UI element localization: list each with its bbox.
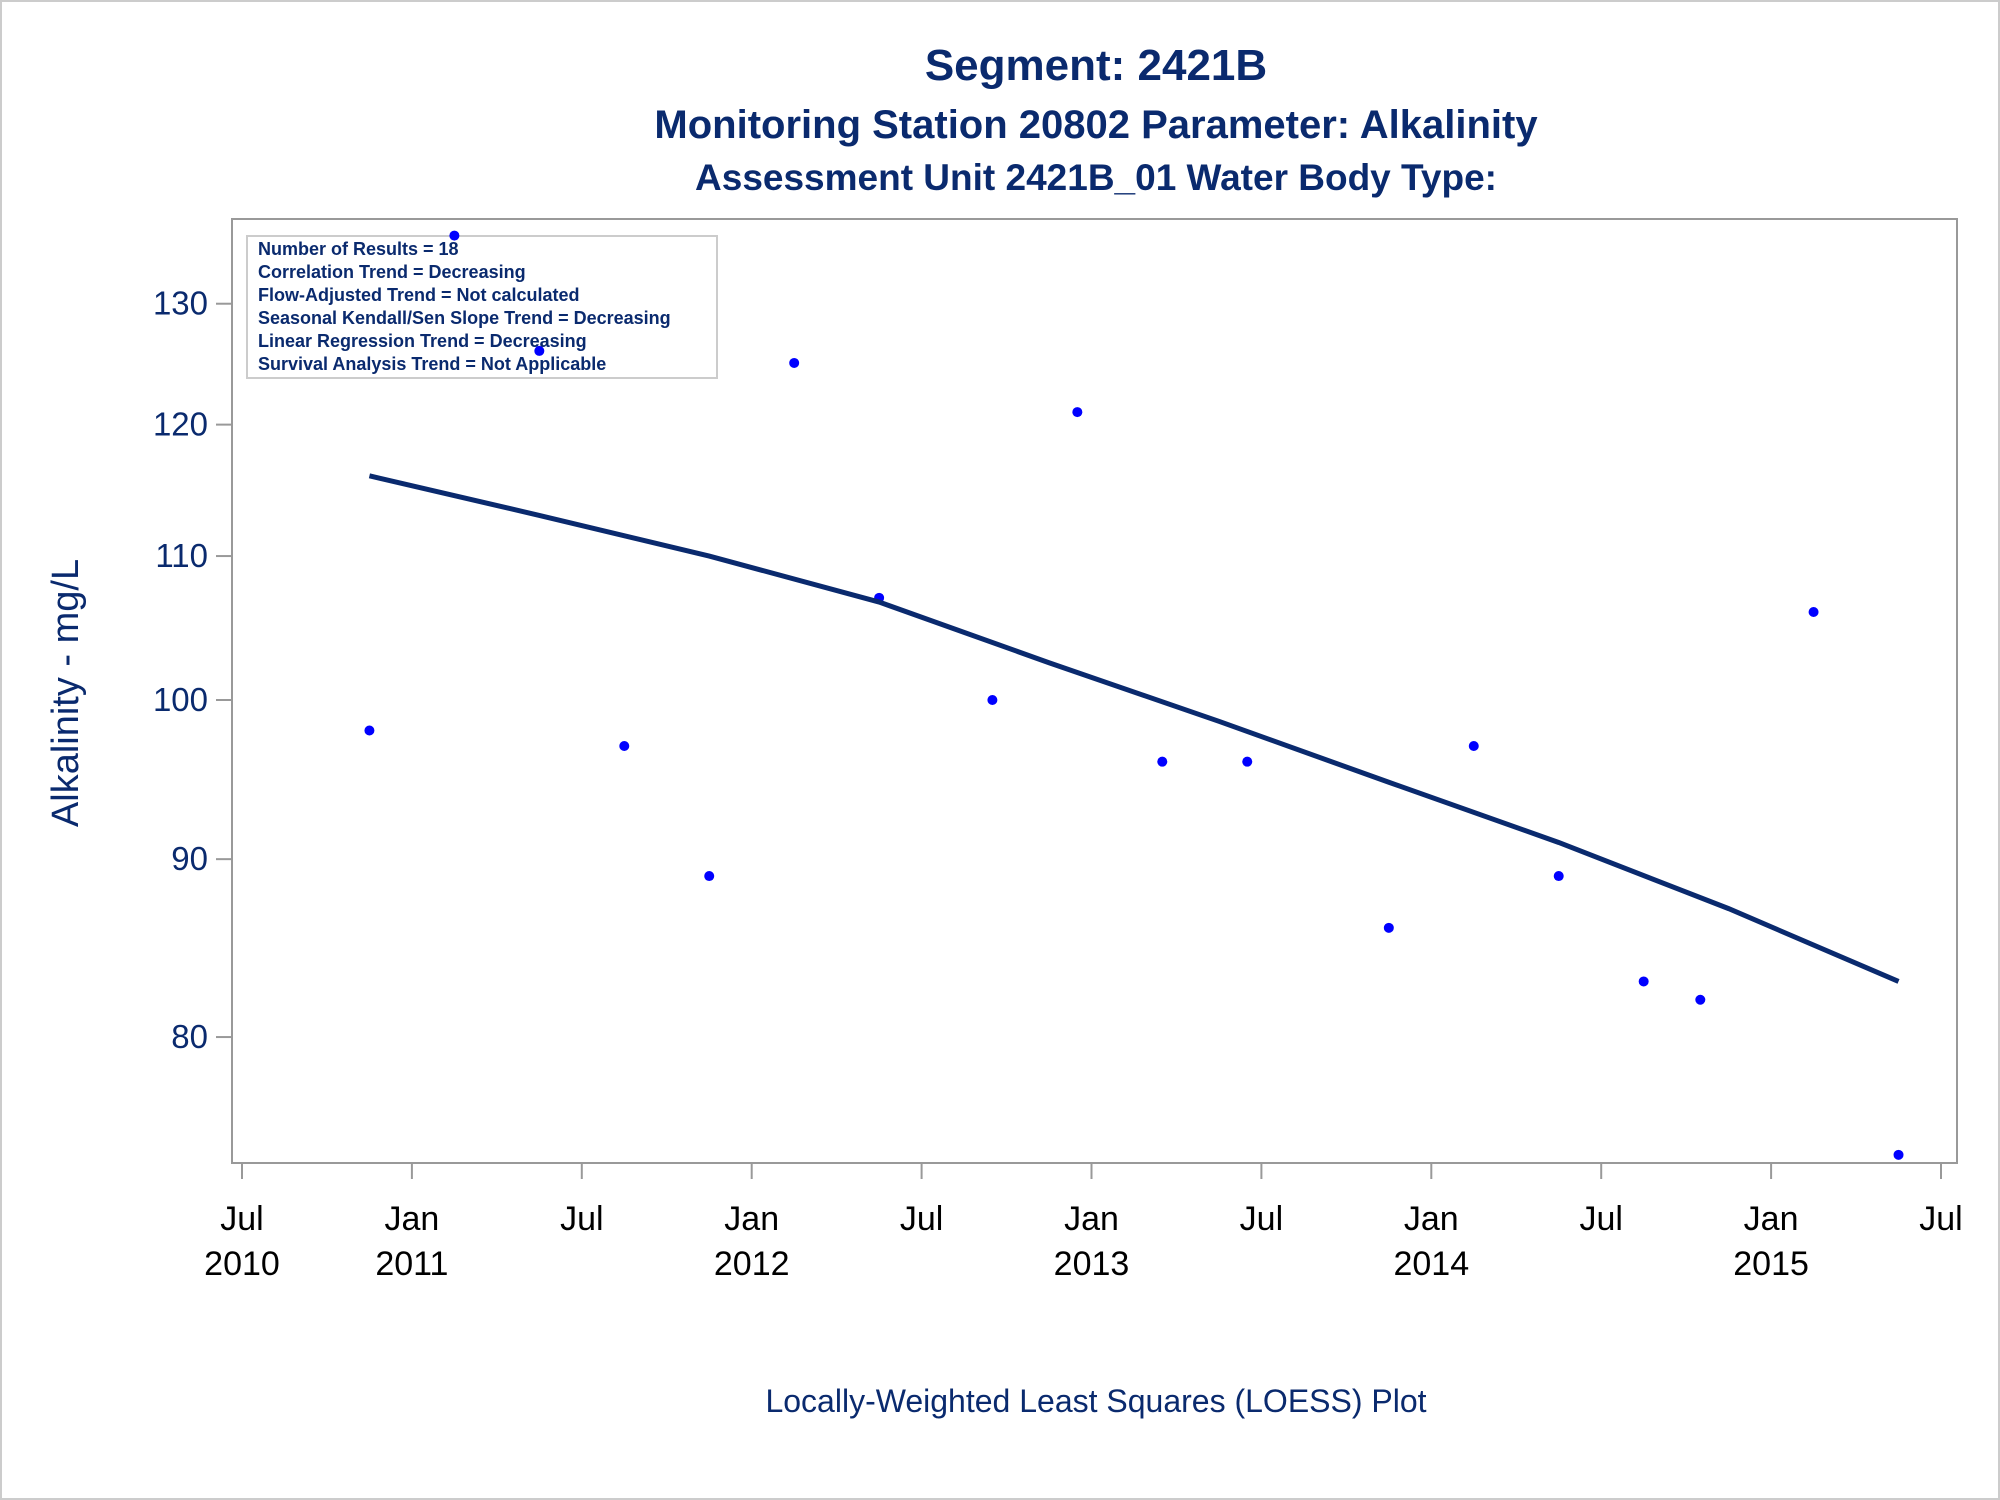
- data-point: [1383, 922, 1394, 933]
- data-point: [1072, 407, 1083, 418]
- y-tick-label: 110: [155, 537, 208, 574]
- data-point: [1242, 756, 1253, 767]
- y-tick-label: 90: [171, 840, 208, 877]
- data-point: [619, 741, 630, 752]
- x-tick-label: Jan 2011: [375, 1200, 448, 1283]
- x-tick-label: Jul: [1579, 1200, 1622, 1238]
- x-tick-label: Jan 2015: [1733, 1200, 1809, 1283]
- stats-box: [246, 235, 718, 379]
- x-tick-label: Jan 2013: [1054, 1200, 1130, 1283]
- loess-line: [368, 473, 1900, 984]
- chart-subtitle: Monitoring Station 20802 Parameter: Alka…: [654, 103, 1538, 147]
- data-point: [704, 871, 715, 882]
- x-tick-label: Jan 2014: [1393, 1200, 1469, 1283]
- data-point: [987, 695, 998, 706]
- y-tick-label: 120: [153, 406, 208, 443]
- data-point: [1468, 741, 1479, 752]
- data-point: [789, 357, 800, 368]
- stats-text: Correlation Trend = Decreasing: [258, 262, 526, 282]
- data-point: [364, 725, 375, 736]
- x-tick-label: Jul: [1919, 1200, 1962, 1238]
- x-tick-label: Jul: [560, 1200, 603, 1238]
- stats-text: Flow-Adjusted Trend = Not calculated: [258, 285, 580, 305]
- x-tick-label: Jul 2010: [204, 1200, 280, 1283]
- chart-title: Segment: 2421B: [925, 41, 1267, 90]
- y-tick-label: 130: [153, 285, 208, 322]
- data-point: [449, 230, 460, 241]
- data-point: [534, 345, 545, 356]
- data-point: [1808, 606, 1819, 617]
- x-tick-label: Jul: [900, 1200, 943, 1238]
- footnote: Locally-Weighted Least Squares (LOESS) P…: [765, 1383, 1426, 1419]
- x-tick-label: Jul: [1240, 1200, 1283, 1238]
- data-point: [1638, 976, 1649, 987]
- y-tick-label: 80: [171, 1018, 208, 1055]
- chart-subtitle: Assessment Unit 2421B_01 Water Body Type…: [695, 157, 1497, 198]
- stats-text: Linear Regression Trend = Decreasing: [258, 331, 587, 351]
- data-point: [1553, 871, 1564, 882]
- x-tick-label: Jan 2012: [714, 1200, 790, 1283]
- data-point: [1695, 994, 1706, 1005]
- stats-text: Number of Results = 18: [258, 239, 459, 259]
- stats-text: Survival Analysis Trend = Not Applicable: [258, 354, 606, 374]
- data-point: [1893, 1149, 1904, 1160]
- data-point: [1157, 756, 1168, 767]
- y-tick-label: 100: [153, 681, 208, 718]
- stats-text: Seasonal Kendall/Sen Slope Trend = Decre…: [258, 308, 671, 328]
- y-axis-label: Alkalinity - mg/L: [45, 559, 87, 827]
